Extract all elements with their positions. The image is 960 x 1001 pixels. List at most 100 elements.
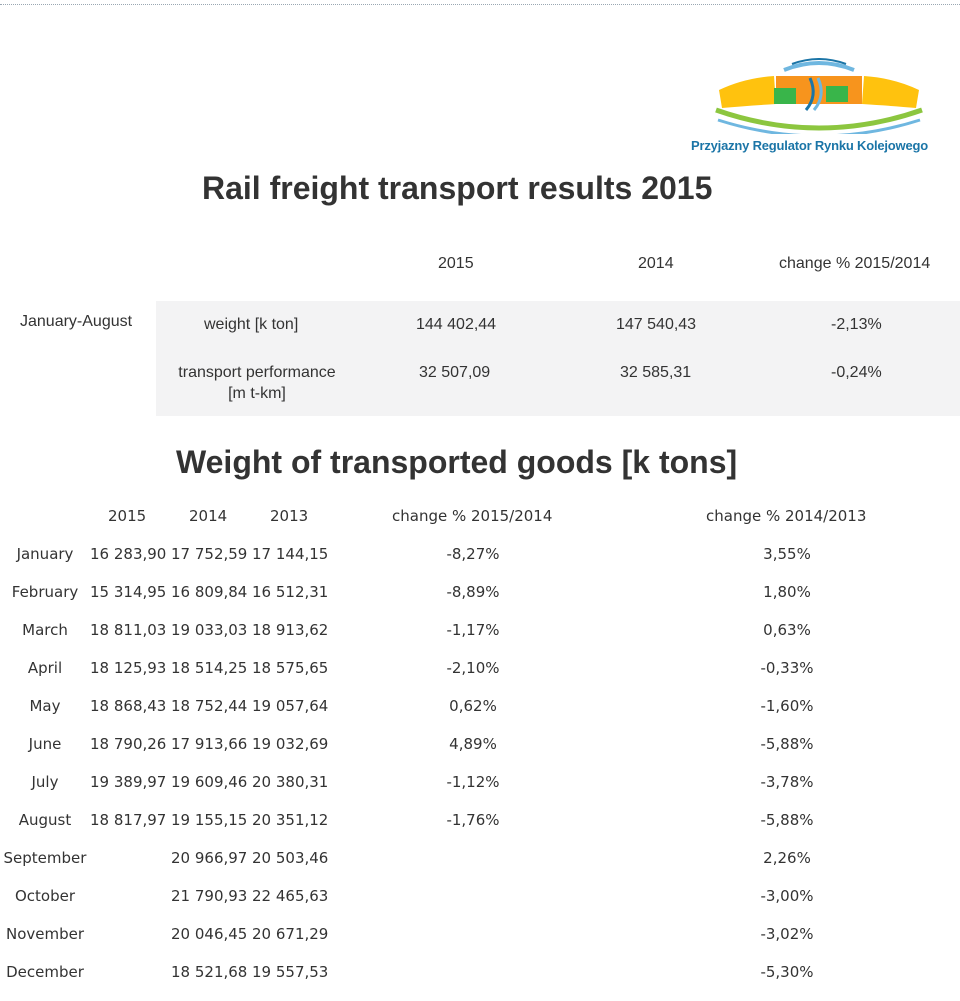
change-2014-2013: 1,80% xyxy=(763,583,811,601)
table-row: June 18 790,26 17 913,66 19 032,69 4,89%… xyxy=(0,735,960,773)
summary-header-2014: 2014 xyxy=(638,255,674,272)
table-row: August 18 817,97 19 155,15 20 351,12 -1,… xyxy=(0,811,960,849)
value-2014: 20 966,97 xyxy=(171,849,248,867)
month-label: January xyxy=(16,545,74,563)
page-title: Rail freight transport results 2015 xyxy=(202,170,713,206)
change-2015-2014: -1,17% xyxy=(446,621,500,639)
table-header-2013: 2013 xyxy=(270,507,309,525)
change-2015-2014: -8,27% xyxy=(446,545,500,563)
value-2014: 17 913,66 xyxy=(171,735,248,753)
value-2013: 19 557,53 xyxy=(252,963,329,981)
value-2013: 22 465,63 xyxy=(252,887,329,905)
value-2013: 19 057,64 xyxy=(252,697,329,715)
value-2013: 16 512,31 xyxy=(252,583,329,601)
table-row: October 21 790,93 22 465,63 -3,00% xyxy=(0,887,960,925)
month-label: March xyxy=(22,621,68,639)
summary-metric-weight: weight [k ton] xyxy=(204,316,299,333)
summary-metric-performance: transport performance [m t-km] xyxy=(172,362,342,404)
value-2014: 21 790,93 xyxy=(171,887,248,905)
value-2015: 18 811,03 xyxy=(90,621,167,639)
value-2013: 20 503,46 xyxy=(252,849,329,867)
table-header-change-2014-2013: change % 2014/2013 xyxy=(706,507,867,525)
month-label: November xyxy=(5,925,85,943)
month-label: July xyxy=(31,773,59,791)
summary-metric-performance-line1: transport performance xyxy=(178,364,336,381)
change-2015-2014: -2,10% xyxy=(446,659,500,677)
value-2013: 17 144,15 xyxy=(252,545,329,563)
table-row: November 20 046,45 20 671,29 -3,02% xyxy=(0,925,960,963)
summary-period-label: January-August xyxy=(20,313,133,330)
change-2015-2014: 4,89% xyxy=(449,735,497,753)
value-2014: 19 609,46 xyxy=(171,773,248,791)
change-2014-2013: -0,33% xyxy=(760,659,814,677)
value-2014: 18 514,25 xyxy=(171,659,248,677)
change-2014-2013: -3,00% xyxy=(760,887,814,905)
value-2014: 17 752,59 xyxy=(171,545,248,563)
value-2014: 20 046,45 xyxy=(171,925,248,943)
table-header-change-2015-2014: change % 2015/2014 xyxy=(392,507,553,525)
table-header-2014: 2014 xyxy=(189,507,228,525)
month-label: February xyxy=(11,583,79,601)
change-2014-2013: 2,26% xyxy=(763,849,811,867)
prrk-logo: Przyjazny Regulator Rynku Kolejowego xyxy=(688,58,956,158)
value-2014: 19 033,03 xyxy=(171,621,248,639)
summary-performance-2014: 32 585,31 xyxy=(620,364,692,381)
value-2015: 19 389,97 xyxy=(90,773,167,791)
value-2014: 16 809,84 xyxy=(171,583,248,601)
value-2015: 15 314,95 xyxy=(90,583,167,601)
value-2013: 19 032,69 xyxy=(252,735,329,753)
summary-weight-2014: 147 540,43 xyxy=(616,316,697,333)
value-2014: 19 155,15 xyxy=(171,811,248,829)
summary-weight-2015: 144 402,44 xyxy=(416,316,497,333)
table-row: January 16 283,90 17 752,59 17 144,15 -8… xyxy=(0,545,960,583)
logo-emblem-icon xyxy=(715,58,923,134)
month-label: September xyxy=(3,849,87,867)
table-row: September 20 966,97 20 503,46 2,26% xyxy=(0,849,960,887)
change-2014-2013: -1,60% xyxy=(760,697,814,715)
month-label: April xyxy=(27,659,63,677)
change-2014-2013: 3,55% xyxy=(763,545,811,563)
value-2015: 18 790,26 xyxy=(90,735,167,753)
month-label: October xyxy=(14,887,76,905)
summary-performance-change: -0,24% xyxy=(831,364,882,381)
value-2013: 18 913,62 xyxy=(252,621,329,639)
table-row: July 19 389,97 19 609,46 20 380,31 -1,12… xyxy=(0,773,960,811)
change-2015-2014: -1,12% xyxy=(446,773,500,791)
change-2014-2013: -3,78% xyxy=(760,773,814,791)
value-2014: 18 752,44 xyxy=(171,697,248,715)
change-2014-2013: -5,88% xyxy=(760,811,814,829)
value-2013: 18 575,65 xyxy=(252,659,329,677)
value-2014: 18 521,68 xyxy=(171,963,248,981)
value-2015: 16 283,90 xyxy=(90,545,167,563)
summary-weight-change: -2,13% xyxy=(831,316,882,333)
table-row: May 18 868,43 18 752,44 19 057,64 0,62% … xyxy=(0,697,960,735)
month-label: December xyxy=(6,963,84,981)
top-dotted-divider xyxy=(0,4,960,5)
table-row: February 15 314,95 16 809,84 16 512,31 -… xyxy=(0,583,960,621)
change-2015-2014: -1,76% xyxy=(446,811,500,829)
table-header-2015: 2015 xyxy=(108,507,147,525)
value-2013: 20 351,12 xyxy=(252,811,329,829)
change-2014-2013: -5,30% xyxy=(760,963,814,981)
summary-performance-2015: 32 507,09 xyxy=(419,364,491,381)
change-2015-2014: -8,89% xyxy=(446,583,500,601)
logo-wordmark: Przyjazny Regulator Rynku Kolejowego xyxy=(691,138,928,153)
month-label: June xyxy=(28,735,62,753)
value-2015: 18 817,97 xyxy=(90,811,167,829)
value-2013: 20 380,31 xyxy=(252,773,329,791)
table-row: March 18 811,03 19 033,03 18 913,62 -1,1… xyxy=(0,621,960,659)
table-row: December 18 521,68 19 557,53 -5,30% xyxy=(0,963,960,1001)
value-2013: 20 671,29 xyxy=(252,925,329,943)
change-2015-2014: 0,62% xyxy=(449,697,497,715)
change-2014-2013: -5,88% xyxy=(760,735,814,753)
value-2015: 18 125,93 xyxy=(90,659,167,677)
summary-metric-performance-line2: [m t-km] xyxy=(228,385,286,402)
table-row: April 18 125,93 18 514,25 18 575,65 -2,1… xyxy=(0,659,960,697)
month-label: May xyxy=(29,697,61,715)
change-2014-2013: 0,63% xyxy=(763,621,811,639)
summary-header-2015: 2015 xyxy=(438,255,474,272)
month-label: August xyxy=(18,811,72,829)
summary-header-change: change % 2015/2014 xyxy=(779,255,931,272)
summary-panel xyxy=(156,301,960,416)
section-title-weight: Weight of transported goods [k tons] xyxy=(176,444,738,480)
